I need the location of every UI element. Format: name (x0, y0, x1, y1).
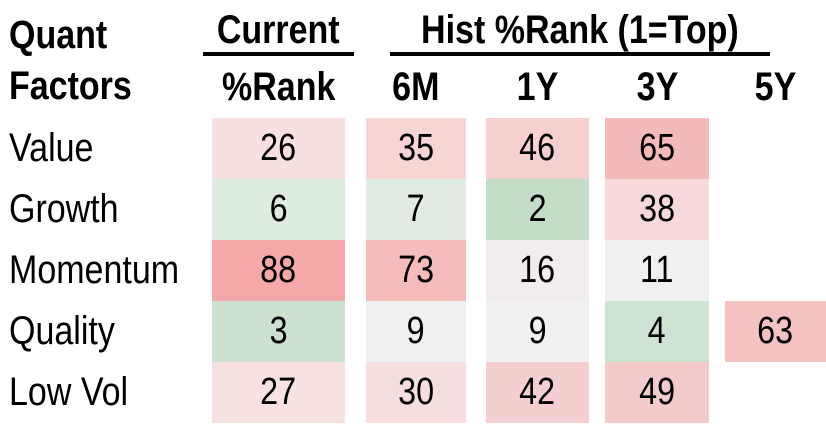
cell-growth-1y: 2 (486, 179, 589, 240)
cell-value-6m: 35 (366, 118, 466, 179)
row-label-momentum: Momentum (9, 240, 204, 301)
cell-low-vol-3y-label: 49 (639, 371, 675, 413)
cell-low-vol-1y-label: 42 (519, 371, 556, 413)
row-label-quality: Quality (9, 301, 204, 362)
title-line-quant: Quant (9, 13, 108, 57)
column-header-current-rank: %Rank (212, 64, 345, 110)
cell-quality-3y-label: 4 (648, 310, 666, 352)
table-title: Quant Factors (9, 10, 154, 112)
cell-value-current-rank: 26 (212, 118, 345, 179)
cell-low-vol-6m: 30 (366, 362, 466, 423)
cell-low-vol-current-rank: 27 (212, 362, 345, 423)
column-header-current-rank-label: %Rank (221, 64, 336, 109)
cell-value-current-rank-label: 26 (260, 127, 297, 169)
current-group-header: Current (203, 8, 354, 56)
cell-quality-current-rank: 3 (212, 301, 345, 362)
cell-growth-current-rank: 6 (212, 179, 345, 240)
column-header-3y: 3Y (605, 64, 709, 110)
row-label-quality-text: Quality (9, 309, 115, 353)
hist-group-label: Hist %Rank (1=Top) (421, 8, 739, 52)
cell-quality-current-rank-label: 3 (269, 310, 288, 352)
cell-value-6m-label: 35 (398, 127, 434, 169)
cell-momentum-current-rank: 88 (212, 240, 345, 301)
row-label-momentum-text: Momentum (9, 248, 180, 292)
cell-value-1y-label: 46 (519, 127, 556, 169)
cell-momentum-3y: 11 (605, 240, 709, 301)
cell-growth-6m: 7 (366, 179, 466, 240)
cell-momentum-1y: 16 (486, 240, 589, 301)
row-label-value-text: Value (9, 126, 94, 170)
row-label-growth-text: Growth (9, 187, 119, 231)
current-group-label: Current (217, 8, 340, 52)
cell-quality-1y-label: 9 (528, 310, 547, 352)
cell-value-3y: 65 (605, 118, 709, 179)
cell-quality-1y: 9 (486, 301, 589, 362)
cell-momentum-6m-label: 73 (398, 249, 434, 291)
column-header-6m-label: 6M (392, 64, 440, 109)
cell-value-3y-label: 65 (639, 127, 675, 169)
cell-low-vol-current-rank-label: 27 (260, 371, 297, 413)
title-line-factors: Factors (9, 64, 132, 108)
cell-low-vol-3y: 49 (605, 362, 709, 423)
column-header-3y-label: 3Y (636, 64, 678, 109)
column-header-6m: 6M (366, 64, 466, 110)
column-header-5y: 5Y (725, 64, 826, 110)
cell-quality-3y: 4 (605, 301, 709, 362)
cell-momentum-current-rank-label: 88 (260, 249, 297, 291)
cell-momentum-3y-label: 11 (640, 249, 674, 291)
column-header-5y-label: 5Y (754, 64, 797, 109)
row-label-low-vol: Low Vol (9, 362, 204, 423)
column-header-1y: 1Y (486, 64, 589, 110)
cell-growth-1y-label: 2 (528, 188, 547, 230)
cell-growth-3y-label: 38 (639, 188, 675, 230)
cell-growth-current-rank-label: 6 (269, 188, 288, 230)
cell-quality-6m: 9 (366, 301, 466, 362)
cell-value-1y: 46 (486, 118, 589, 179)
hist-group-header: Hist %Rank (1=Top) (350, 10, 810, 56)
column-header-1y-label: 1Y (516, 64, 559, 109)
cell-quality-5y: 63 (725, 301, 826, 362)
cell-quality-6m-label: 9 (407, 310, 425, 352)
cell-momentum-1y-label: 16 (519, 249, 556, 291)
cell-growth-3y: 38 (605, 179, 709, 240)
cell-momentum-6m: 73 (366, 240, 466, 301)
row-label-low-vol-text: Low Vol (9, 370, 129, 414)
row-label-growth: Growth (9, 179, 204, 240)
row-label-value: Value (9, 118, 204, 179)
cell-growth-6m-label: 7 (407, 188, 425, 230)
cell-low-vol-1y: 42 (486, 362, 589, 423)
cell-low-vol-6m-label: 30 (398, 371, 434, 413)
cell-quality-5y-label: 63 (757, 310, 794, 352)
